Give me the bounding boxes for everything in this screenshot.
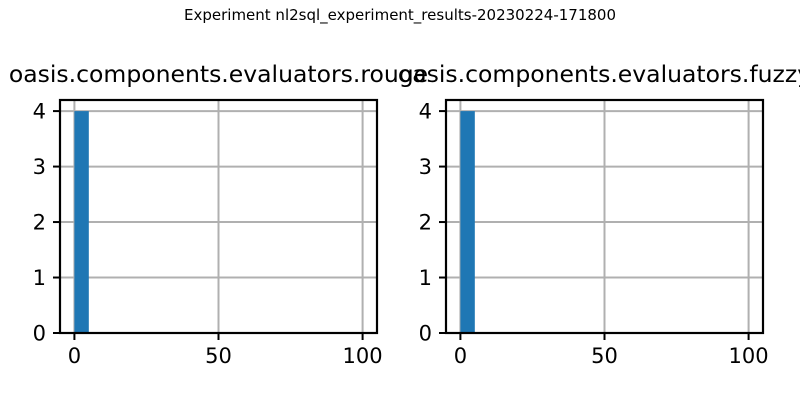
subplot-fuzzy: 0 50 100 0 1 2 3 4 oasis.components.evaluators.f… <box>398 60 800 368</box>
y-tick-label: 3 <box>33 155 46 179</box>
histogram-bar <box>460 111 475 333</box>
y-tick-label: 1 <box>419 266 432 290</box>
subplot-title: oasis.components.evaluators.fuzzy <box>398 60 800 88</box>
y-tick-label: 4 <box>419 100 432 124</box>
y-tick-label: 2 <box>419 211 432 235</box>
histogram-bar <box>74 111 89 333</box>
figure-suptitle: Experiment nl2sql_experiment_results-202… <box>184 6 616 24</box>
y-tick-label: 4 <box>33 100 46 124</box>
x-tick-label: 100 <box>343 344 383 368</box>
subplot-rouge: 0 50 100 0 1 2 3 4 oasis.components.evaluators.r… <box>9 60 428 368</box>
x-tick-label: 0 <box>68 344 81 368</box>
y-tick-label: 1 <box>33 266 46 290</box>
y-tick-label: 0 <box>419 322 432 346</box>
x-tick-label: 0 <box>454 344 467 368</box>
x-tick-label: 50 <box>591 344 618 368</box>
x-tick-label: 100 <box>729 344 769 368</box>
subplot-title: oasis.components.evaluators.rouge <box>9 60 428 88</box>
y-tick-label: 0 <box>33 322 46 346</box>
x-tick-label: 50 <box>205 344 232 368</box>
y-tick-label: 3 <box>419 155 432 179</box>
y-tick-label: 2 <box>33 211 46 235</box>
